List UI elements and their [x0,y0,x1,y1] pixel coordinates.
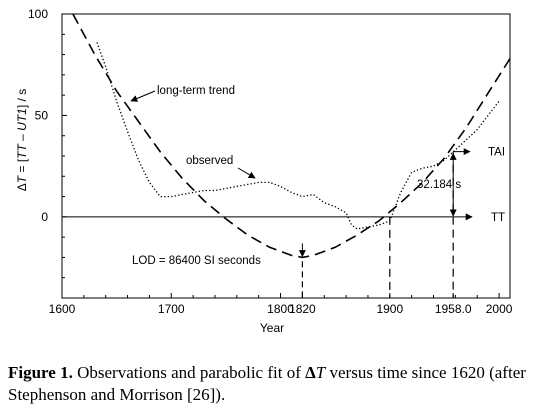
tt-label: TT [491,212,505,224]
y-tick-label: 0 [41,210,48,224]
x-tick-label: 1600 [49,302,76,316]
plot-frame [61,13,511,299]
x-tick-label: 1820 [289,302,316,316]
series-line-observed [96,42,500,230]
y-tick-label: 50 [35,108,49,122]
caption-text-2: versus time since 1620 (after Stephenson… [8,363,526,404]
series-layer [72,13,511,259]
figure-label: Figure 1. [8,363,73,382]
y-tick-label: 100 [28,7,48,21]
y-axis-label-part: – [15,131,29,144]
y-axis-label-part: Δ [15,183,29,191]
y-axis-label-part: ] / s [15,89,29,108]
series-line-trend [72,13,511,259]
caption-text-1: Observations and parabolic fit of [72,363,306,382]
lod-label: LOD = 86400 SI seconds [132,255,261,267]
offset-label: 32.184 s [417,179,461,191]
x-tick-label: 2000 [486,302,513,316]
trend-leader [130,90,156,102]
x-tick-label: 1958.0 [435,302,472,316]
x-axis-label: Year [260,321,284,335]
tai-label: TAI [488,147,505,159]
trend-label: long-term trend [157,85,235,97]
y-axis-label-part: = [ [15,158,29,176]
x-tick-label: 1800 [267,302,294,316]
figure-caption: Figure 1. Observations and parabolic fit… [8,362,548,406]
x-tick-label: 1900 [376,302,403,316]
annotation-layer: TT TAI 32.184 s LOD = 86400 SI seconds long-… [62,85,505,298]
observed-leader [237,167,256,179]
y-axis-label-part: T [15,174,29,183]
caption-delta: Δ [305,363,316,382]
y-axis-label-part: TT [15,142,29,158]
x-tick-label: 1700 [158,302,185,316]
y-axis-label-part: UT1 [15,108,29,131]
y-axis-label: ΔT = [TT – UT1] / s [15,89,29,191]
caption-t-symbol: T [315,363,326,382]
observed-label: observed [186,155,233,167]
